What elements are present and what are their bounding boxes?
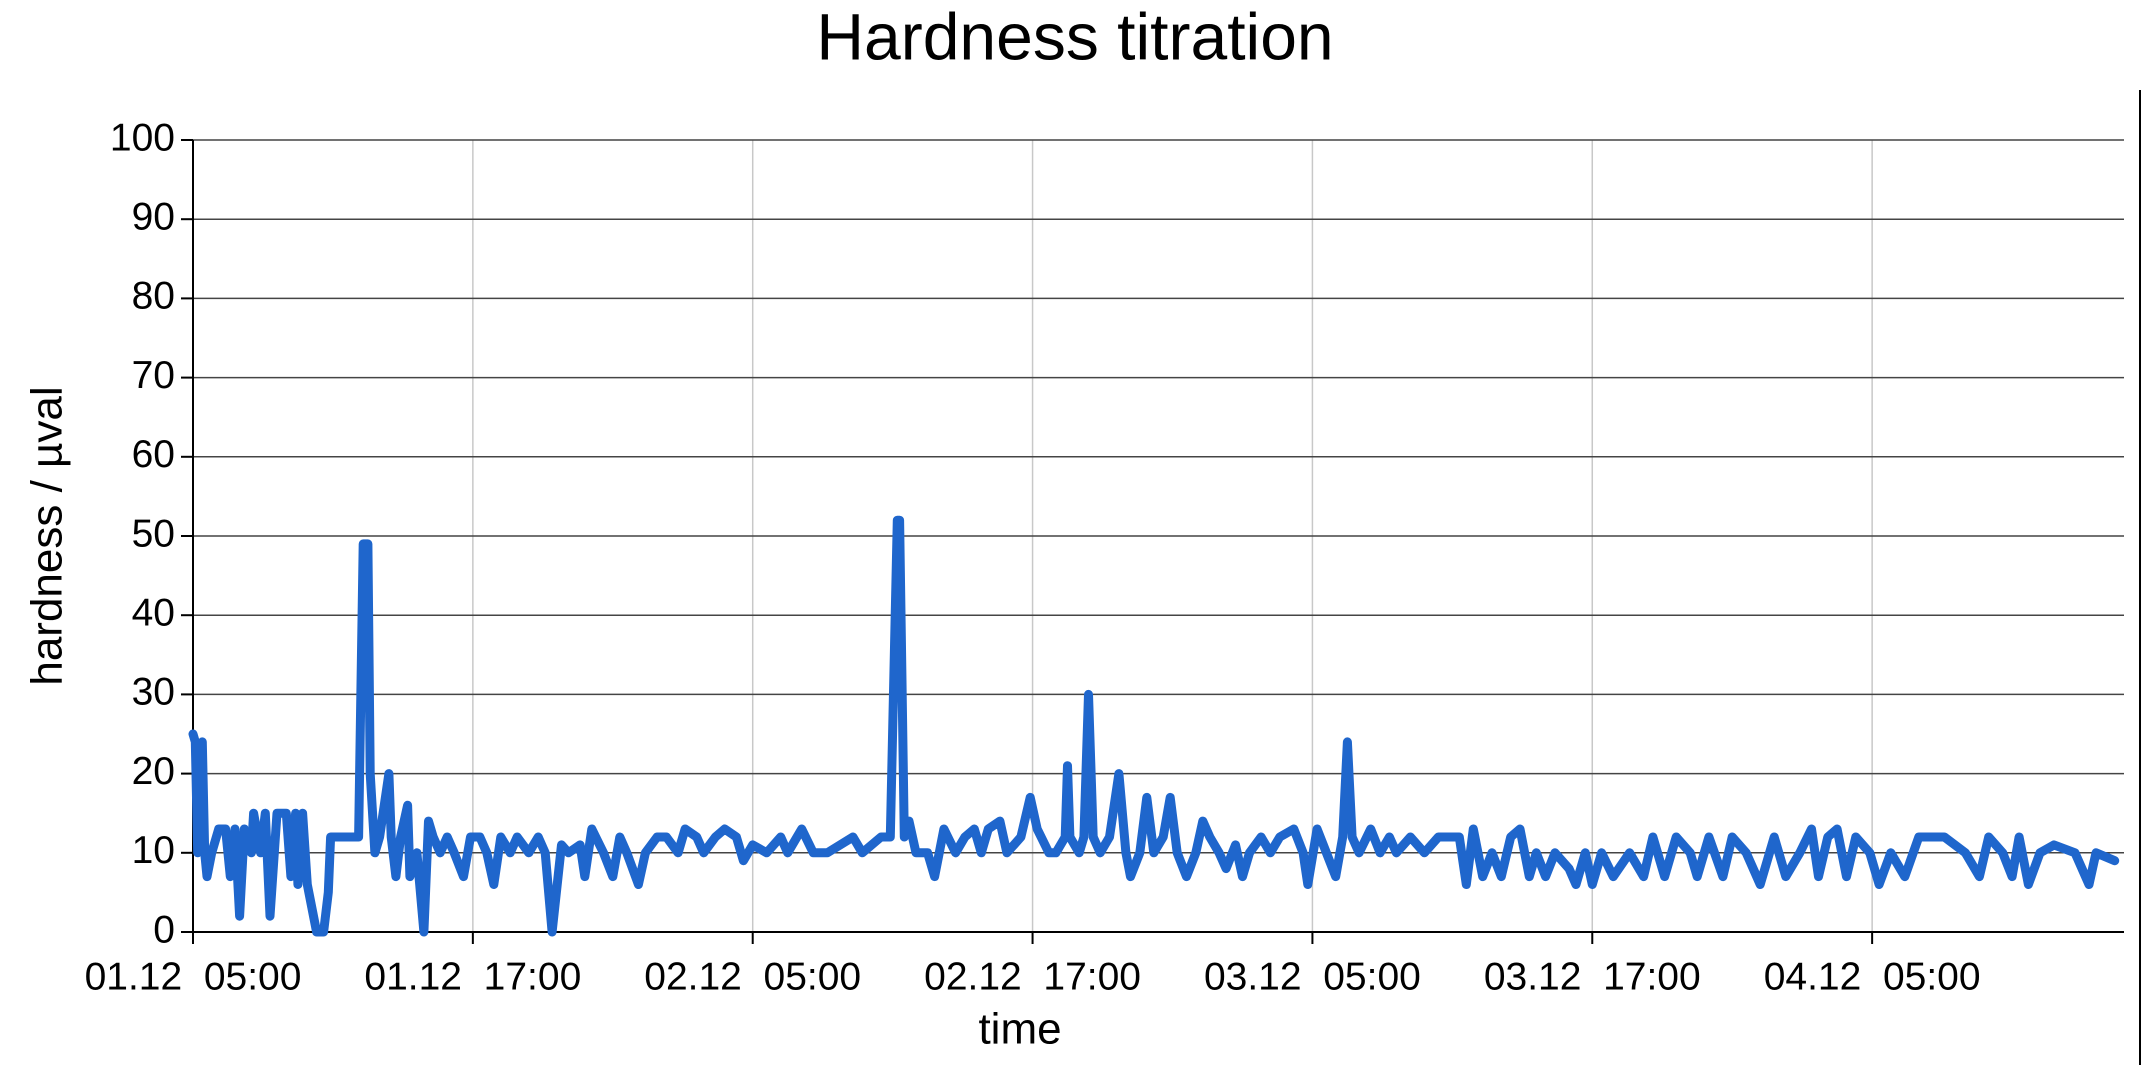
y-tick-label: 90	[132, 195, 175, 238]
x-tick-label: 03.12 17:00	[1484, 955, 1701, 998]
y-tick-label: 30	[132, 671, 175, 714]
y-tick-label: 100	[110, 116, 175, 159]
y-tick-label: 50	[132, 512, 175, 555]
y-axis-label: hardness / µval	[23, 386, 72, 685]
data-line	[188, 515, 2120, 937]
x-tick-label: 04.12 05:00	[1764, 955, 1981, 998]
x-tick-label: 02.12 17:00	[924, 955, 1141, 998]
x-tick-label: 01.12 05:00	[85, 955, 302, 998]
y-tick-label: 80	[132, 275, 175, 318]
y-tick-label: 40	[132, 591, 175, 634]
y-tick-label: 60	[132, 433, 175, 476]
x-axis-label: time	[978, 1005, 1061, 1054]
y-tick-label: 20	[132, 750, 175, 793]
chart-title: Hardness titration	[816, 0, 1333, 73]
y-tick-label: 10	[132, 829, 175, 872]
x-tick-label: 02.12 05:00	[644, 955, 861, 998]
y-tick-label: 70	[132, 354, 175, 397]
x-tick-label: 03.12 05:00	[1204, 955, 1421, 998]
x-tick-label: 01.12 17:00	[364, 955, 581, 998]
y-tick-label: 0	[153, 908, 175, 951]
